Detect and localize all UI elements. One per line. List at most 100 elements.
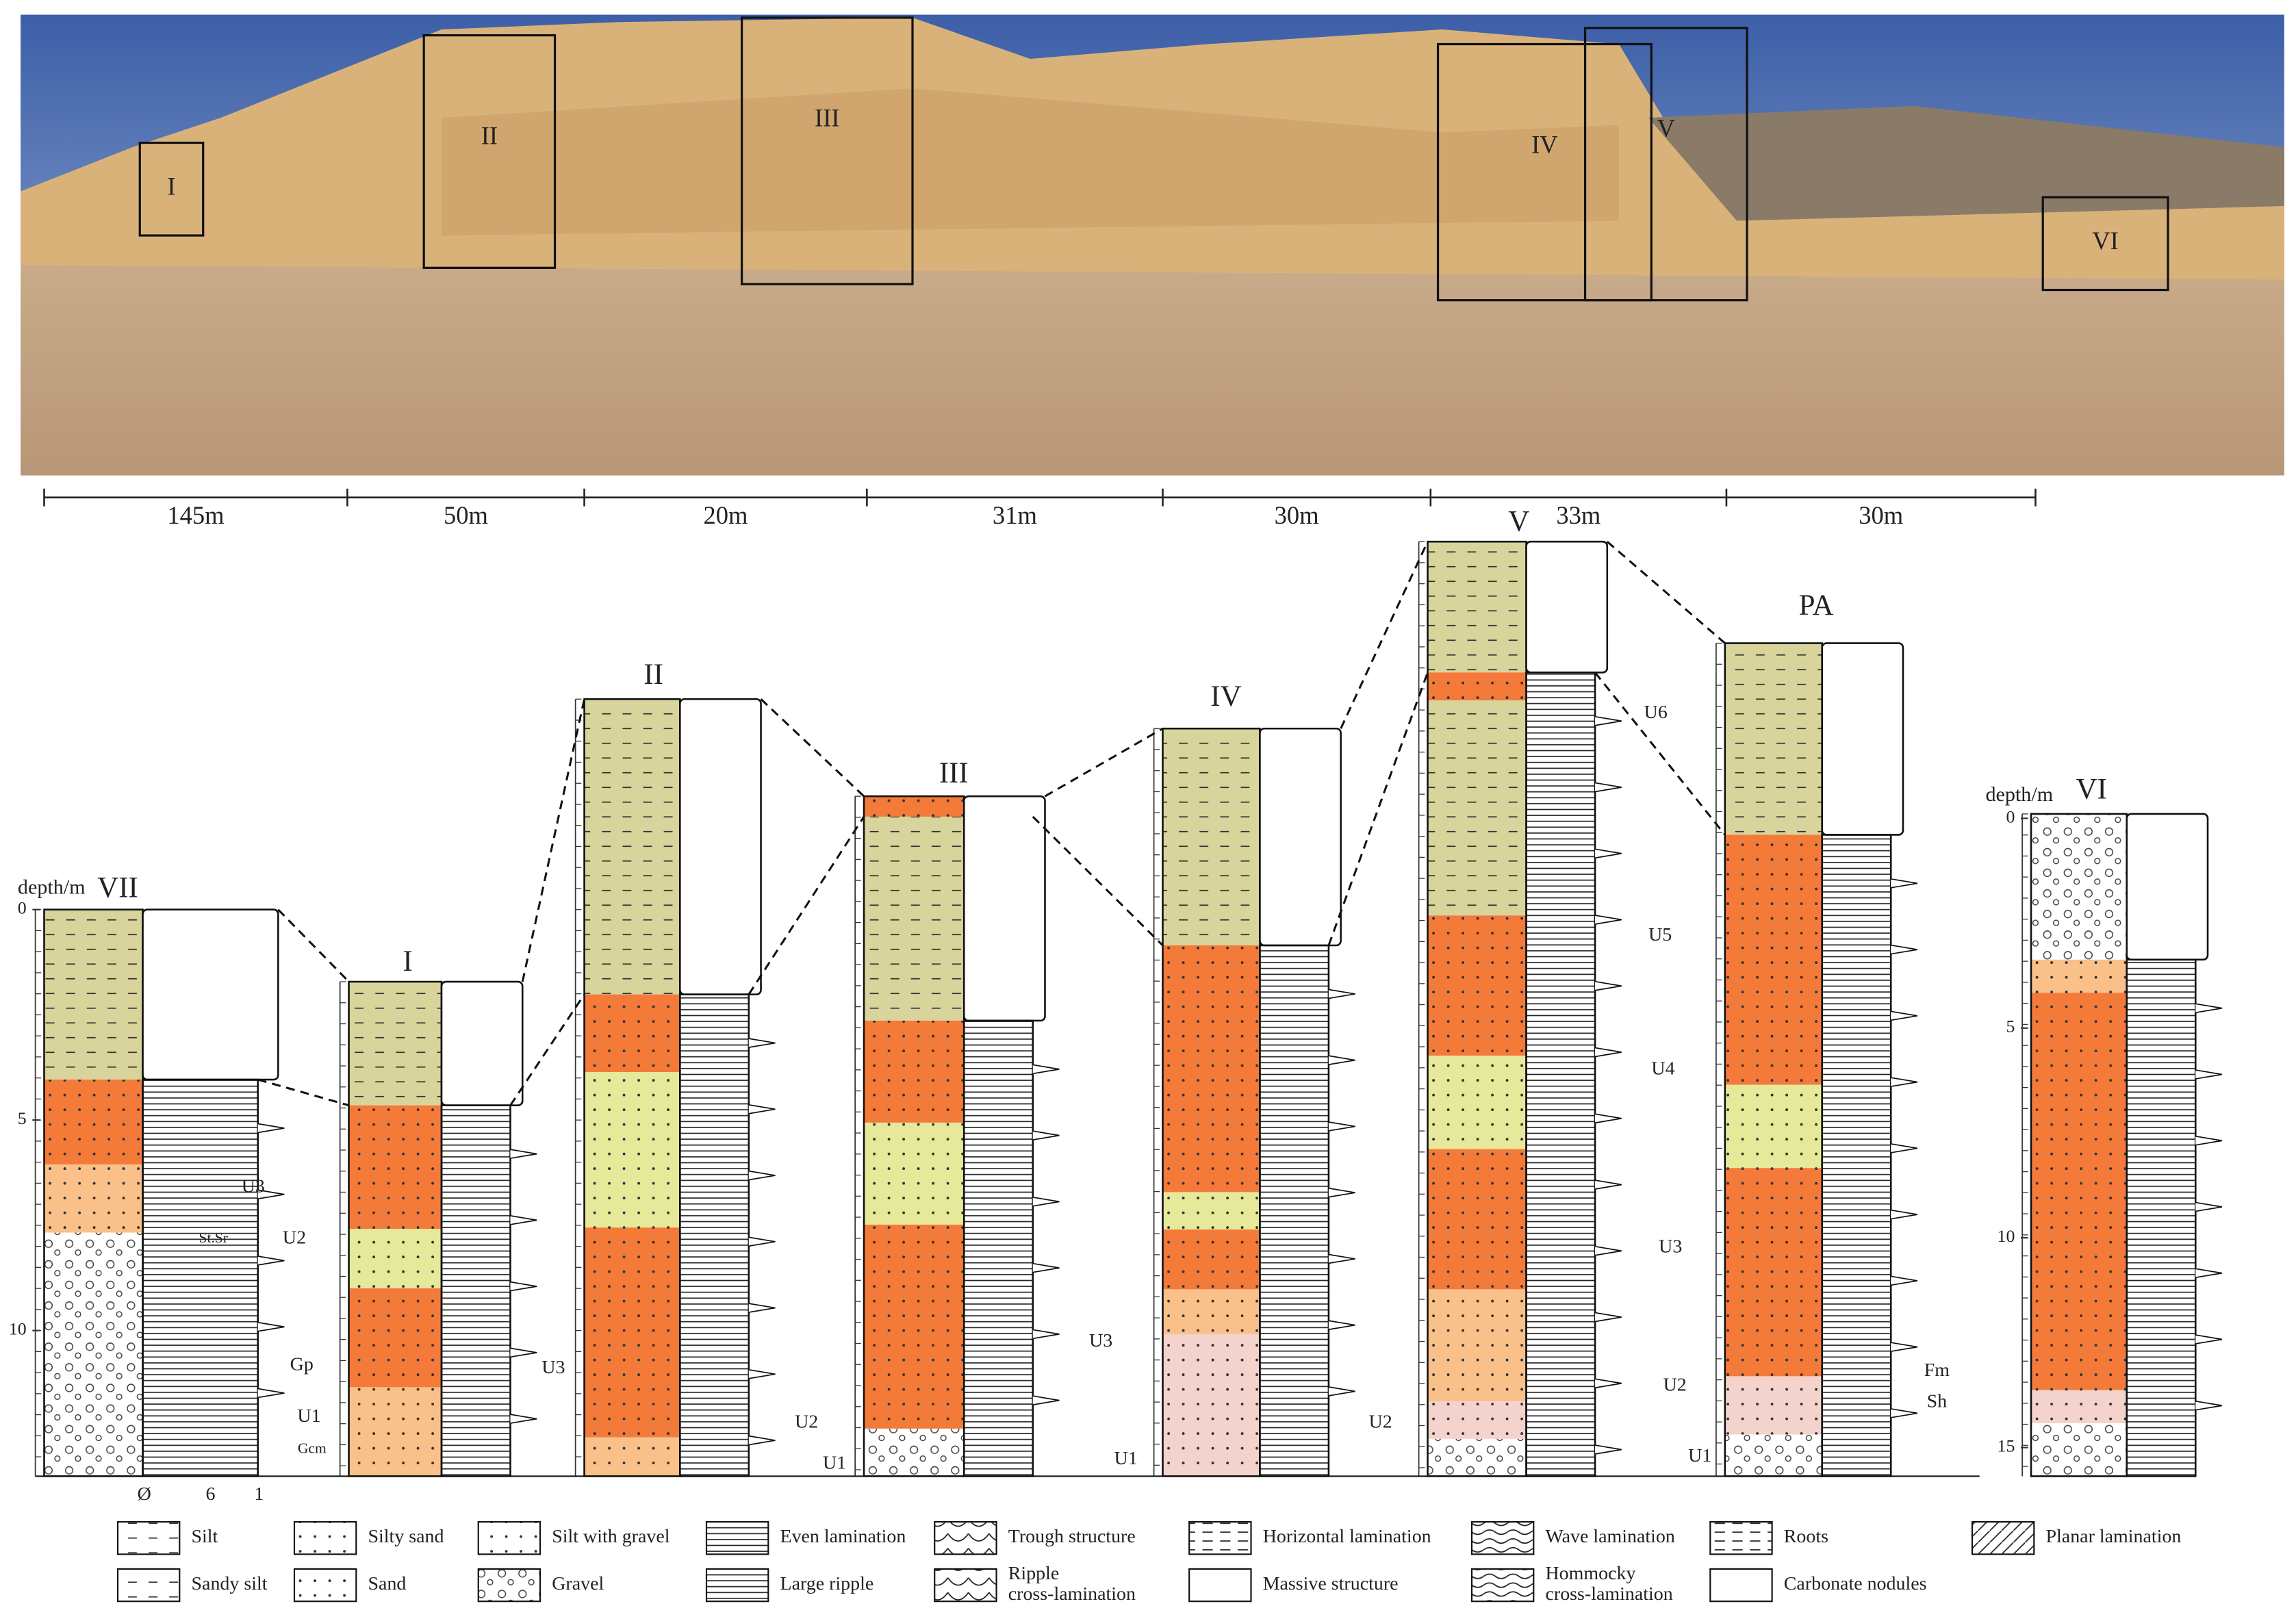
correlation-line bbox=[1594, 672, 1726, 836]
litho-pattern bbox=[44, 1080, 143, 1165]
litho-pattern bbox=[2031, 1423, 2127, 1477]
correlation-line bbox=[1340, 541, 1429, 729]
depth-tick-label: 10 bbox=[1998, 1226, 2015, 1246]
lamination-tongue bbox=[1328, 1386, 1355, 1397]
lamination-tongue bbox=[1891, 1275, 1918, 1286]
correlation-line bbox=[277, 908, 350, 983]
legend-swatch bbox=[1470, 1568, 1535, 1603]
legend-label: cross-lamination bbox=[1546, 1583, 1673, 1605]
photo-box-label: IV bbox=[1531, 130, 1558, 158]
unit-label: U4 bbox=[1651, 1058, 1674, 1079]
photo-box-label: VI bbox=[2092, 227, 2119, 255]
lamination-tongue bbox=[1328, 1320, 1355, 1330]
even-lamination bbox=[1821, 834, 1892, 1477]
legend-label: Sandy silt bbox=[192, 1573, 268, 1594]
litho-pattern bbox=[584, 1437, 680, 1477]
massive-structure bbox=[142, 908, 279, 1081]
litho-pattern bbox=[864, 1122, 965, 1225]
lamination-tongue bbox=[1594, 1312, 1622, 1323]
depth-tick-label: 5 bbox=[2006, 1017, 2015, 1036]
legend-swatch bbox=[934, 1521, 997, 1555]
litho-pattern bbox=[864, 1428, 965, 1477]
litho-pattern bbox=[1427, 1438, 1527, 1477]
legend-swatch bbox=[1709, 1521, 1773, 1555]
legend-label: Trough structure bbox=[1008, 1526, 1136, 1547]
litho-pattern bbox=[584, 699, 680, 995]
massive-structure bbox=[679, 698, 762, 995]
unit-label: U1 bbox=[1114, 1448, 1138, 1469]
unit-label: Fm bbox=[1924, 1360, 1950, 1381]
distance-label: 20m bbox=[703, 501, 748, 529]
legend-label: Silt with gravel bbox=[552, 1526, 670, 1547]
grain-scale-label: Ø bbox=[138, 1483, 151, 1505]
legend-label: Silt bbox=[192, 1526, 218, 1547]
photo-box-label: II bbox=[481, 121, 498, 149]
massive-structure bbox=[440, 980, 524, 1106]
lamination-tongue bbox=[1328, 1055, 1355, 1065]
legend-label: Wave lamination bbox=[1546, 1526, 1675, 1547]
lamination-tongue bbox=[1032, 1395, 1060, 1405]
lamination-tongue bbox=[1032, 1197, 1060, 1207]
unit-label: Sh bbox=[1927, 1390, 1948, 1412]
correlation-line bbox=[1327, 672, 1429, 946]
column-label: V bbox=[1508, 505, 1529, 537]
legend-label: Hommocky bbox=[1546, 1563, 1636, 1584]
photo-box-label: III bbox=[815, 104, 840, 132]
legend-label: Silty sand bbox=[368, 1526, 444, 1547]
litho-pattern bbox=[1427, 1401, 1527, 1439]
lamination-tongue bbox=[1891, 1209, 1918, 1220]
lamination-tongue bbox=[1891, 1342, 1918, 1352]
unit-label: U5 bbox=[1648, 924, 1672, 945]
litho-pattern bbox=[864, 796, 965, 817]
lamination-tongue bbox=[1032, 1262, 1060, 1273]
even-lamination bbox=[1525, 672, 1596, 1477]
legend-label: cross-lamination bbox=[1008, 1583, 1136, 1605]
correlation-line bbox=[1032, 815, 1164, 947]
depth-tick-label: 10 bbox=[9, 1319, 27, 1339]
litho-pattern bbox=[864, 816, 965, 1021]
unit-label: St.Sr bbox=[199, 1229, 228, 1246]
legend-label: Even lamination bbox=[780, 1526, 906, 1547]
legend-swatch bbox=[1470, 1521, 1535, 1555]
litho-pattern bbox=[2031, 959, 2127, 993]
unit-label: U2 bbox=[795, 1411, 818, 1432]
lamination-tongue bbox=[2195, 1334, 2223, 1344]
litho-pattern bbox=[1427, 1149, 1527, 1290]
legend-label: Large ripple bbox=[780, 1573, 874, 1594]
lamination-tongue bbox=[510, 1414, 537, 1424]
lamination-tongue bbox=[1594, 1245, 1622, 1256]
lamination-tongue bbox=[257, 1321, 285, 1332]
unit-label: U1 bbox=[1688, 1445, 1711, 1466]
legend-label: Roots bbox=[1784, 1526, 1828, 1547]
lamination-tongue bbox=[1032, 1064, 1060, 1075]
unit-label: U2 bbox=[283, 1227, 306, 1249]
even-lamination bbox=[679, 993, 750, 1477]
photo-box-label: I bbox=[167, 173, 175, 201]
photo-box bbox=[1583, 27, 1748, 302]
correlation-line bbox=[257, 1078, 349, 1107]
lamination-tongue bbox=[257, 1388, 285, 1399]
lamination-tongue bbox=[1594, 980, 1622, 991]
unit-label: Gp bbox=[290, 1354, 314, 1375]
even-lamination bbox=[440, 1104, 511, 1477]
lamination-tongue bbox=[1891, 1010, 1918, 1021]
litho-pattern bbox=[348, 1229, 442, 1288]
lamination-tongue bbox=[1328, 1121, 1355, 1132]
litho-pattern bbox=[1427, 700, 1527, 916]
correlation-line bbox=[1044, 727, 1164, 798]
column-label: VI bbox=[2076, 774, 2106, 806]
lamination-tongue bbox=[510, 1215, 537, 1225]
legend-swatch bbox=[1188, 1568, 1252, 1603]
distance-label: 33m bbox=[1556, 501, 1600, 529]
lamination-tongue bbox=[1891, 944, 1918, 955]
legend-label: Horizontal lamination bbox=[1263, 1526, 1431, 1547]
lamination-tongue bbox=[1328, 1253, 1355, 1264]
litho-pattern bbox=[44, 1164, 143, 1233]
distance-label: 50m bbox=[444, 501, 488, 529]
unit-label: Gcm bbox=[298, 1440, 327, 1457]
legend-swatch bbox=[116, 1521, 181, 1555]
litho-pattern bbox=[584, 1227, 680, 1438]
legend-swatch bbox=[293, 1568, 357, 1603]
grain-scale-label: 1 bbox=[254, 1483, 264, 1505]
lamination-tongue bbox=[1891, 1408, 1918, 1418]
